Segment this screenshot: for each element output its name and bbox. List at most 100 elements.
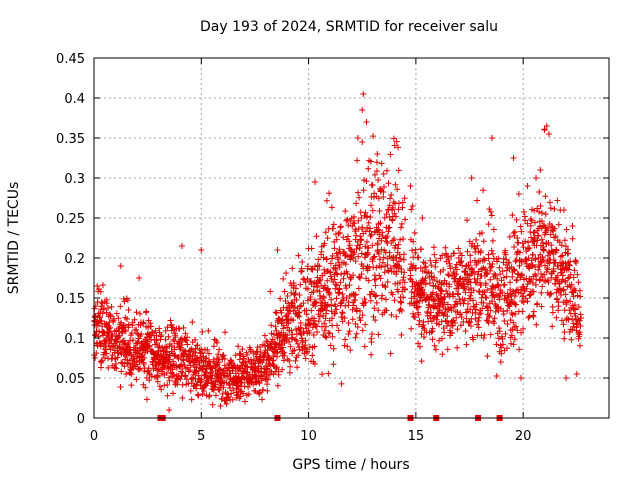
data-point (323, 307, 330, 314)
data-point (510, 319, 517, 326)
data-point (184, 334, 191, 341)
data-point (311, 317, 318, 324)
data-point (251, 364, 258, 371)
data-point (273, 365, 280, 372)
data-point (378, 246, 385, 253)
data-point (156, 383, 163, 390)
data-point (411, 314, 418, 321)
data-point (491, 320, 498, 327)
data-point (447, 265, 454, 272)
data-point (126, 337, 133, 344)
data-point (342, 336, 349, 343)
data-point (115, 315, 122, 322)
data-point (565, 250, 572, 257)
data-point (511, 293, 518, 300)
data-point (409, 310, 416, 317)
data-point (304, 297, 311, 304)
x-tick-label: 20 (515, 429, 532, 444)
data-point (177, 344, 184, 351)
data-point (345, 299, 352, 306)
data-point (500, 274, 507, 281)
data-point (412, 246, 419, 253)
data-point (107, 324, 114, 331)
data-point (554, 272, 561, 279)
data-point (380, 254, 387, 261)
data-point (392, 181, 399, 188)
data-point (481, 257, 488, 264)
data-point (239, 362, 246, 369)
data-point (341, 314, 348, 321)
data-point (354, 323, 361, 330)
data-point (503, 273, 510, 280)
data-point (511, 228, 518, 235)
data-point (494, 258, 501, 265)
data-point (469, 268, 476, 275)
data-point (464, 248, 471, 255)
data-point (498, 350, 505, 357)
data-point (553, 246, 560, 253)
data-point (573, 371, 580, 377)
data-point (380, 189, 387, 196)
data-point (429, 276, 436, 283)
data-point (328, 204, 335, 211)
data-point (287, 363, 294, 370)
data-point (430, 244, 437, 251)
data-point (538, 303, 545, 310)
data-point (252, 387, 259, 394)
data-point (330, 221, 337, 228)
data-point (385, 180, 392, 187)
data-point (365, 245, 372, 252)
data-point (94, 283, 101, 289)
data-point (354, 157, 361, 164)
x-tick-label: 5 (197, 429, 205, 444)
data-point (336, 229, 343, 236)
data-point (138, 353, 145, 360)
data-point (488, 247, 495, 254)
data-point (179, 381, 186, 388)
data-point (474, 242, 481, 249)
data-point (295, 352, 302, 359)
data-point (241, 383, 248, 390)
data-point (496, 325, 503, 332)
data-point (418, 246, 425, 253)
data-point (455, 255, 462, 261)
data-point (373, 168, 380, 175)
data-point (480, 238, 487, 245)
data-point (487, 276, 494, 283)
data-point (312, 179, 319, 185)
data-point (291, 304, 298, 311)
data-point (475, 317, 482, 324)
data-point (419, 268, 426, 275)
data-point (180, 324, 187, 331)
data-point (385, 228, 392, 235)
data-point (367, 291, 374, 298)
data-point (402, 216, 409, 223)
data-point (165, 359, 172, 366)
data-point (292, 336, 299, 343)
y-tick-label: 0.35 (56, 132, 85, 147)
data-point (316, 278, 323, 285)
data-point (349, 223, 356, 230)
data-point (375, 250, 382, 257)
data-point (432, 346, 439, 353)
data-point (277, 295, 284, 302)
data-point (514, 327, 521, 334)
data-point (343, 285, 350, 292)
data-point (425, 269, 432, 276)
data-point (97, 288, 104, 295)
data-point (426, 280, 433, 287)
data-point (276, 335, 283, 342)
data-point (293, 331, 300, 338)
data-point (140, 361, 147, 368)
data-point (383, 167, 390, 174)
data-point (397, 236, 404, 243)
data-point (365, 219, 372, 226)
data-point (537, 259, 544, 266)
data-point (422, 263, 429, 270)
data-point (395, 206, 402, 213)
data-point (454, 301, 461, 308)
data-point (264, 387, 271, 394)
data-point (347, 252, 354, 259)
data-point (145, 343, 152, 350)
data-point (295, 252, 302, 259)
